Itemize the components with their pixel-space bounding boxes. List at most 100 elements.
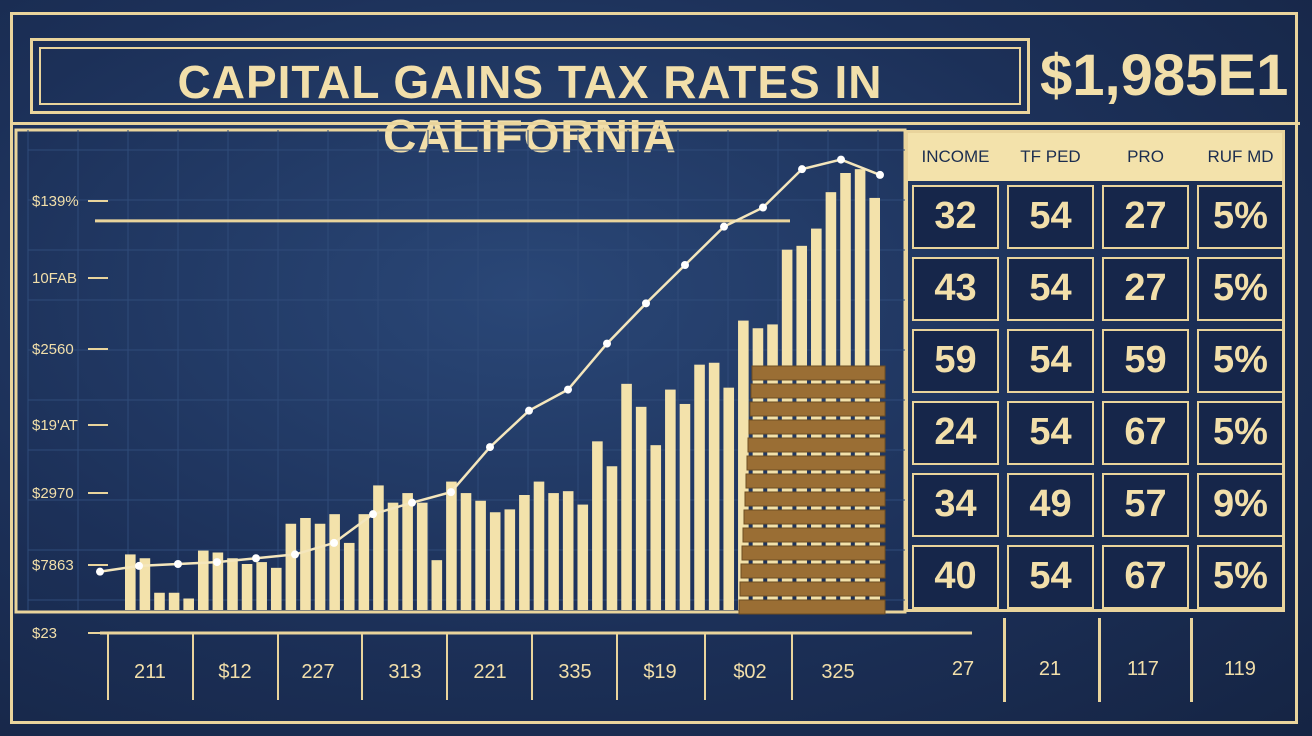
table-cell bbox=[1197, 257, 1284, 321]
trend-point-9 bbox=[447, 488, 455, 497]
bar-14 bbox=[329, 514, 340, 610]
bar-27 bbox=[519, 495, 530, 610]
rates-table: INCOME TF PED PRO RUF MD 32 54 27 5% 43 54 27 5% 59 5… bbox=[905, 130, 1285, 612]
table-cell-value: 5% bbox=[1213, 195, 1268, 237]
table-cell bbox=[912, 257, 999, 321]
trend-point-14 bbox=[642, 299, 650, 308]
bar-12 bbox=[300, 518, 311, 610]
coin-layer-8 bbox=[746, 455, 886, 471]
table-cell-value: 40 bbox=[934, 555, 977, 597]
bar-19 bbox=[402, 493, 413, 610]
coin-layer-2 bbox=[740, 563, 886, 579]
table-cell bbox=[1007, 329, 1094, 393]
bar-22 bbox=[446, 481, 457, 610]
table-cell bbox=[1102, 545, 1189, 609]
coin-layer-9 bbox=[747, 437, 886, 453]
table-cell bbox=[912, 185, 999, 249]
bar-48 bbox=[825, 192, 837, 610]
table-cell-value: 49 bbox=[1029, 483, 1072, 525]
table-cell bbox=[1102, 473, 1189, 537]
table-cell bbox=[912, 473, 999, 537]
table-cell-value: 67 bbox=[1124, 555, 1167, 597]
coin-layer-3 bbox=[741, 545, 886, 561]
bar-47 bbox=[811, 228, 822, 611]
table-cell-value: 54 bbox=[1029, 411, 1072, 453]
coin-layer-11 bbox=[749, 401, 886, 417]
table-footer-value: 119 bbox=[1224, 658, 1256, 680]
bar-40 bbox=[708, 362, 720, 610]
table-cell-value: 34 bbox=[934, 483, 977, 525]
bar-30 bbox=[562, 491, 574, 610]
bar-16 bbox=[358, 514, 370, 610]
table-footer-value: 27 bbox=[951, 658, 975, 680]
bar-37 bbox=[665, 389, 676, 610]
bar-33 bbox=[606, 466, 618, 610]
coin-layer-0 bbox=[738, 599, 886, 615]
table-cell-value: 27 bbox=[1124, 267, 1167, 309]
page-title: CAPITAL GAINS TAX RATES IN CALIFORNIA bbox=[177, 56, 883, 162]
bar-6 bbox=[212, 552, 224, 610]
trend-point-16 bbox=[720, 222, 728, 231]
table-cell bbox=[1007, 185, 1094, 249]
bar-11 bbox=[285, 523, 297, 610]
y-tick-label: $23 bbox=[32, 625, 57, 642]
table-cell-value: 5% bbox=[1213, 555, 1268, 597]
table-header-row bbox=[908, 133, 1282, 181]
trend-point-0 bbox=[96, 567, 104, 576]
table-cell bbox=[1197, 545, 1284, 609]
bar-20 bbox=[416, 502, 428, 610]
table-cell bbox=[1197, 185, 1284, 249]
trend-point-11 bbox=[525, 406, 533, 415]
bar-15 bbox=[343, 542, 355, 610]
bar-35 bbox=[635, 406, 647, 610]
y-tick-label: $19'AT bbox=[32, 417, 78, 434]
x-tick-label: 227 bbox=[301, 661, 334, 683]
table-cell bbox=[912, 401, 999, 465]
table-cell-value: 54 bbox=[1029, 195, 1072, 237]
table-cell-value: 27 bbox=[1124, 195, 1167, 237]
title-inner-border bbox=[39, 47, 1021, 105]
table-cell bbox=[1197, 329, 1284, 393]
table-cell bbox=[1197, 401, 1284, 465]
coin-layer-5 bbox=[743, 509, 886, 525]
trend-point-4 bbox=[252, 554, 260, 563]
x-tick-label: 313 bbox=[388, 661, 421, 683]
table-cell bbox=[1197, 473, 1284, 537]
trend-point-6 bbox=[330, 538, 338, 547]
table-header-cell: PRO bbox=[1127, 147, 1164, 166]
title-divider bbox=[10, 122, 1300, 125]
bar-23 bbox=[460, 493, 472, 610]
bar-5 bbox=[197, 550, 209, 610]
table-cell-value: 57 bbox=[1124, 483, 1167, 525]
bar-9 bbox=[256, 562, 267, 610]
table-cell-value: 59 bbox=[1124, 339, 1167, 381]
bar-1 bbox=[139, 558, 151, 610]
table-header-cell: INCOME bbox=[921, 147, 990, 166]
bar-31 bbox=[577, 504, 589, 610]
bar-2 bbox=[154, 592, 165, 610]
title-box: CAPITAL GAINS TAX RATES IN CALIFORNIA bbox=[30, 38, 1030, 162]
bar-36 bbox=[650, 445, 662, 610]
x-tick-label: $19 bbox=[643, 661, 676, 683]
coin-layer-4 bbox=[742, 527, 886, 543]
table-footer-value: 21 bbox=[1038, 658, 1062, 680]
bar-0 bbox=[125, 554, 136, 610]
table-cell-value: 5% bbox=[1213, 339, 1268, 381]
table-cell-value: 24 bbox=[934, 411, 977, 453]
y-tick-label: $2560 bbox=[32, 341, 74, 358]
bar-3 bbox=[168, 592, 180, 610]
trend-point-17 bbox=[759, 203, 767, 212]
bar-13 bbox=[314, 523, 326, 610]
y-tick-label: $7863 bbox=[32, 557, 74, 574]
bar-21 bbox=[431, 560, 443, 610]
table-footer-divider bbox=[1098, 618, 1101, 702]
bar-41 bbox=[723, 387, 735, 610]
bar-17 bbox=[373, 485, 384, 610]
coin-layer-7 bbox=[745, 473, 886, 489]
table-cell-value: 59 bbox=[934, 339, 977, 381]
coin-layer-13 bbox=[751, 365, 886, 381]
table-cell bbox=[912, 545, 999, 609]
trend-point-3 bbox=[213, 558, 221, 567]
table-header-cell: TF PED bbox=[1020, 147, 1081, 166]
